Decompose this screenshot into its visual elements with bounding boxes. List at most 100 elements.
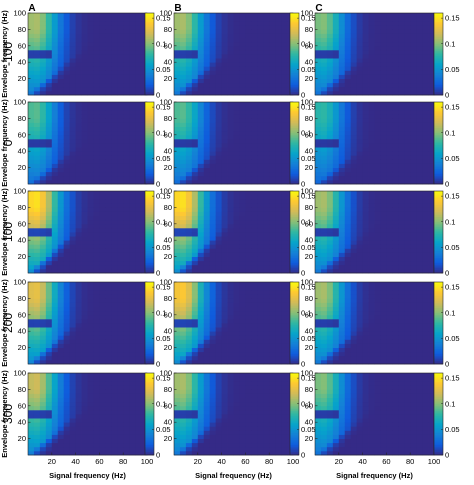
heatmap-cell — [374, 268, 381, 274]
heatmap-cell — [203, 58, 211, 63]
heatmap-cell — [350, 70, 358, 75]
heatmap-cell — [33, 106, 41, 111]
heatmap-cell — [233, 347, 240, 353]
heatmap-cell — [392, 138, 399, 144]
heatmap-cell — [28, 151, 35, 156]
heatmap-cell — [75, 86, 82, 92]
heatmap-cell — [185, 54, 193, 59]
heatmap-cell — [251, 248, 258, 253]
heatmap-cell — [51, 343, 59, 348]
heatmap-cell — [45, 49, 53, 55]
heatmap-cell — [179, 102, 187, 107]
heatmap-cell — [123, 41, 130, 47]
heatmap-cell — [191, 163, 199, 168]
heatmap-cell — [374, 33, 381, 38]
heatmap-cell — [185, 25, 193, 30]
heatmap-cell — [398, 110, 405, 115]
heatmap-cell — [215, 78, 222, 84]
heatmap-cell — [416, 134, 423, 140]
heatmap-cell — [221, 167, 228, 173]
heatmap-cell — [428, 335, 435, 340]
heatmap-cell — [28, 389, 35, 394]
heatmap-cell — [191, 248, 199, 253]
heatmap-cell — [251, 58, 258, 63]
heatmap-cell — [81, 167, 88, 173]
heatmap-cell — [362, 49, 369, 55]
heatmap-cell — [33, 114, 41, 119]
heatmap-cell — [135, 78, 142, 84]
heatmap-cell — [191, 207, 199, 212]
heatmap-cell — [87, 211, 94, 216]
heatmap-cell — [332, 159, 340, 164]
heatmap-cell — [245, 130, 252, 136]
heatmap-cell — [422, 351, 429, 357]
heatmap-cell — [209, 49, 217, 55]
heatmap-cell — [93, 264, 100, 270]
heatmap-cell — [410, 78, 417, 84]
heatmap-cell — [263, 45, 270, 51]
heatmap-cell — [233, 130, 240, 136]
heatmap-cell — [356, 331, 363, 336]
heatmap-cell — [33, 306, 41, 312]
heatmap-cell — [233, 199, 240, 204]
heatmap-cell — [105, 13, 112, 18]
heatmap-cell — [326, 290, 334, 295]
heatmap-cell — [111, 126, 118, 132]
heatmap-cell — [174, 163, 181, 168]
heatmap-cell — [368, 323, 375, 328]
heatmap-cell — [28, 223, 35, 229]
heatmap-cell — [338, 78, 346, 84]
heatmap-cell — [362, 302, 369, 307]
heatmap-cell — [356, 138, 363, 144]
heatmap-cell — [416, 45, 423, 51]
heatmap-cell — [350, 151, 358, 156]
heatmap-cell — [380, 25, 387, 30]
y-tick-label: 40 — [18, 58, 26, 67]
heatmap-cell — [28, 17, 35, 22]
heatmap-cell — [422, 203, 429, 208]
heatmap-cell — [203, 122, 211, 127]
heatmap-cell — [203, 318, 211, 324]
heatmap-cell — [75, 215, 82, 221]
heatmap-cell — [344, 359, 352, 365]
heatmap-cell — [215, 114, 222, 119]
heatmap-cell — [141, 223, 148, 229]
heatmap-cell — [338, 244, 346, 249]
heatmap-cell — [39, 37, 47, 43]
heatmap-cell — [227, 82, 234, 88]
heatmap-cell — [338, 29, 346, 34]
heatmap-cell — [410, 298, 417, 303]
heatmap-cell — [269, 106, 276, 111]
heatmap-cell — [326, 323, 334, 328]
heatmap-cell — [368, 191, 375, 196]
heatmap-cell — [69, 62, 76, 67]
heatmap-cell — [245, 151, 252, 156]
heatmap-cell — [129, 21, 136, 26]
heatmap-cell — [185, 343, 193, 348]
heatmap-cell — [51, 355, 59, 361]
heatmap-cell — [197, 302, 205, 307]
heatmap-cell — [87, 282, 94, 287]
heatmap-cell — [135, 294, 142, 299]
heatmap-cell — [404, 179, 411, 185]
heatmap-cell — [28, 130, 35, 136]
heatmap-cell — [87, 191, 94, 196]
heatmap-cell — [81, 134, 88, 140]
heatmap-cell — [117, 54, 124, 59]
heatmap-cell — [57, 151, 65, 156]
heatmap-cell — [380, 318, 387, 324]
heatmap-cell — [174, 290, 181, 295]
heatmap-cell — [28, 335, 35, 340]
heatmap-cell — [39, 114, 47, 119]
heatmap-cell — [326, 359, 334, 365]
heatmap-cell — [105, 199, 112, 204]
heatmap-cell — [203, 252, 211, 257]
heatmap-cell — [191, 347, 199, 353]
heatmap-cell — [245, 343, 252, 348]
heatmap-cell — [69, 45, 76, 51]
heatmap-cell — [209, 248, 217, 253]
heatmap-cell — [338, 90, 346, 96]
heatmap-cell — [28, 377, 35, 382]
heatmap-cell — [28, 138, 35, 144]
heatmap-cell — [63, 130, 71, 136]
